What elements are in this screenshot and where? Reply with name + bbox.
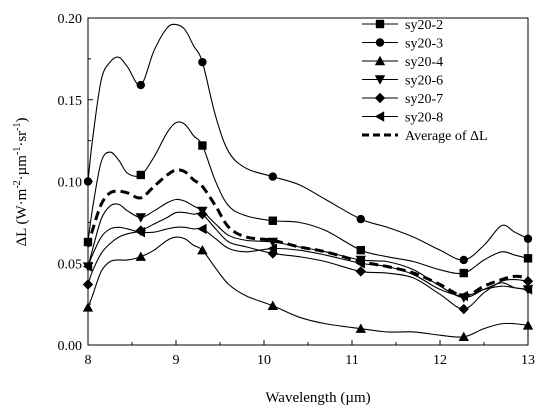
data-point [355,266,366,277]
series-line [87,121,529,275]
data-point [458,303,469,315]
legend-label: sy20-8 [405,111,443,126]
data-point [268,172,277,181]
legend-item: sy20-4 [362,55,443,70]
data-point [355,323,366,333]
data-point [135,226,145,238]
data-point [459,268,468,278]
data-point [136,80,145,90]
data-point [136,170,145,180]
x-axis-title: Wavelength (µm) [265,390,370,406]
x-tick-label: 9 [173,353,180,368]
legend-label: Average of ΔL [405,129,488,144]
legend-marker [374,92,386,104]
series-2 [82,236,534,342]
y-tick-label: 0.10 [58,176,83,191]
legend-item: Average of ΔL [362,129,488,144]
legend-label: sy20-6 [405,74,443,89]
x-tick-label: 11 [345,353,358,368]
data-point [268,216,277,225]
x-tick-label: 12 [433,353,447,368]
legend-marker [374,75,386,85]
y-axis-title: ΔL (W·m-2·µm-1·sr-1) [12,118,30,247]
series-line [87,23,529,261]
y-tick-label: 0.20 [58,12,83,27]
legend-item: sy20-3 [362,37,443,52]
data-point [135,213,146,223]
data-point [197,244,208,255]
y-tick-label: 0.05 [58,257,83,272]
y-tick-label: 0.15 [58,94,83,109]
legend-label: sy20-4 [405,55,443,70]
legend-marker [374,55,386,66]
series-line [87,226,529,297]
data-point [197,209,208,220]
legend-label: sy20-7 [405,92,443,107]
series-layer [82,23,534,342]
data-point [459,255,468,265]
data-point [198,57,207,67]
x-tick-label: 10 [257,353,271,368]
series-line [86,168,529,298]
legend-item: sy20-6 [362,74,443,89]
legend-item: sy20-7 [362,92,443,107]
series-line [87,211,529,310]
data-point [356,245,365,255]
data-point [197,223,207,235]
x-tick-label: 13 [521,353,535,368]
legend-item: sy20-8 [362,111,443,126]
axes: 8 9 10 11 12 13 0.00 0.05 0.10 0.15 0.20 [58,12,536,368]
data-point [458,331,469,342]
legend-marker [375,38,385,47]
data-point [356,214,365,224]
series-0 [83,121,533,278]
legend: sy20-2 sy20-3 sy20-4 sy20-6 sy20-7 sy20-8 Aver… [362,18,488,144]
y-tick-label: 0.00 [58,339,83,354]
data-point [267,243,277,254]
series-6 [86,168,529,298]
legend-label: sy20-2 [405,18,443,33]
x-tick-label: 8 [85,353,92,368]
data-point [135,251,146,261]
legend-marker [374,111,385,122]
legend-item: sy20-2 [362,18,443,33]
data-point [198,141,207,150]
data-point [267,300,278,310]
legend-marker [375,19,385,29]
series-line [87,236,529,338]
legend-label: sy20-3 [405,37,443,52]
series-1 [83,23,533,265]
